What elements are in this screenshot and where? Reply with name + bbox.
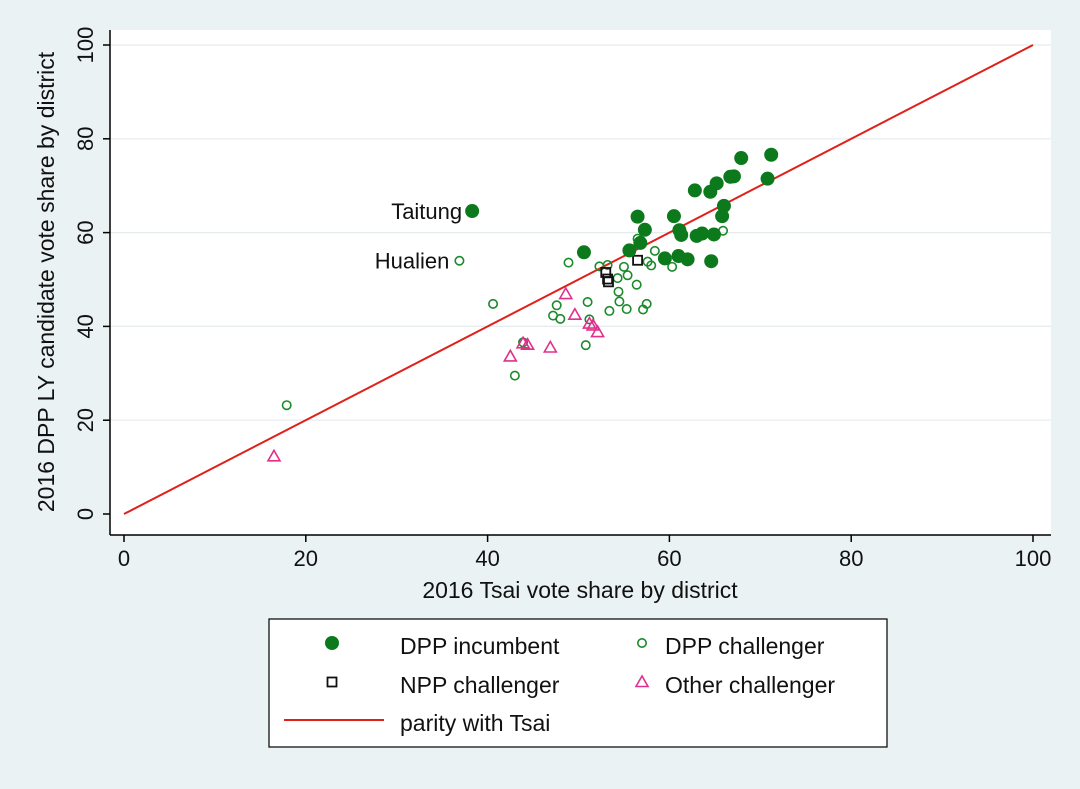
legend-label-dpp-incumbent: DPP incumbent	[400, 633, 560, 659]
annotation-hualien: Hualien	[375, 249, 450, 274]
data-point	[576, 245, 591, 260]
data-point	[542, 339, 558, 353]
data-point	[764, 147, 779, 162]
data-point	[706, 227, 721, 242]
data-point	[555, 313, 566, 324]
data-point	[520, 337, 535, 350]
series-dpp-challenger	[281, 225, 729, 411]
axes	[109, 30, 1051, 536]
data-point	[614, 296, 625, 307]
data-point	[551, 300, 562, 311]
x-axis-title: 2016 Tsai vote share by district	[422, 577, 738, 603]
data-point	[590, 324, 605, 338]
data-point	[657, 251, 672, 266]
data-point	[563, 257, 574, 268]
legend-marker-dpp-challenger	[636, 637, 647, 648]
reference-lines	[123, 44, 1034, 515]
data-point	[667, 261, 678, 272]
tick-label-x-0: 0	[118, 546, 130, 571]
data-point	[633, 235, 648, 250]
data-point	[580, 340, 591, 351]
data-point	[695, 226, 710, 241]
data-points	[266, 147, 779, 462]
data-point	[704, 254, 719, 269]
y-axis-title: 2016 DPP LY candidate vote share by dist…	[33, 51, 59, 512]
data-point	[622, 270, 633, 281]
parity-line	[123, 44, 1034, 515]
data-point	[631, 279, 642, 290]
tick-label-x-100: 100	[1015, 546, 1052, 571]
data-point	[613, 286, 624, 297]
tick-label-x-40: 40	[475, 546, 499, 571]
tick-label-x-60: 60	[657, 546, 681, 571]
data-point	[558, 286, 574, 300]
data-point	[602, 259, 613, 270]
data-point	[281, 400, 292, 411]
data-point	[621, 304, 632, 315]
legend-items: DPP incumbent DPP challenger NPP challenge…	[284, 633, 835, 736]
tick-label-y-40: 40	[73, 314, 98, 338]
data-point	[666, 209, 681, 224]
legend-marker-npp-challenger	[326, 676, 338, 688]
series-other-challenger	[266, 286, 605, 462]
legend-label-parity: parity with Tsai	[400, 710, 550, 736]
data-point	[567, 307, 583, 320]
data-point	[509, 370, 520, 381]
legend: DPP incumbent DPP challenger NPP challenge…	[268, 618, 888, 748]
data-point	[641, 298, 652, 309]
data-point	[603, 276, 614, 288]
tick-label-y-0: 0	[73, 508, 98, 520]
legend-label-other-challenger: Other challenger	[665, 672, 835, 698]
data-point	[488, 298, 499, 309]
annotation-taitung: Taitung	[391, 199, 462, 224]
plot-area	[110, 30, 1051, 535]
data-point	[726, 169, 741, 184]
annotations: Taitung Hualien	[375, 199, 462, 274]
data-point	[502, 348, 518, 362]
data-point	[649, 245, 660, 256]
data-point	[709, 176, 724, 191]
data-point	[715, 209, 730, 224]
tick-label-y-20: 20	[73, 408, 98, 432]
data-point	[632, 254, 643, 266]
series-npp-challenger	[600, 254, 643, 288]
data-point	[622, 243, 637, 258]
data-point	[582, 315, 597, 329]
legend-marker-dpp-incumbent	[325, 636, 339, 650]
data-point	[716, 198, 731, 213]
data-point	[674, 227, 689, 242]
data-point	[604, 305, 615, 316]
data-point	[680, 252, 695, 267]
data-point	[582, 297, 593, 308]
legend-marker-other-challenger	[634, 674, 650, 688]
legend-box	[268, 618, 888, 748]
data-point	[734, 151, 749, 166]
data-point	[465, 204, 480, 219]
ticks: 0 20 40 60 80 100 0 20 40 60 80 100	[73, 27, 1051, 571]
data-point	[585, 317, 601, 331]
legend-label-npp-challenger: NPP challenger	[400, 672, 560, 698]
legend-label-dpp-challenger: DPP challenger	[665, 633, 825, 659]
data-point	[760, 171, 775, 186]
data-point	[618, 261, 629, 272]
tick-label-y-80: 80	[73, 127, 98, 151]
data-point	[637, 222, 652, 237]
tick-label-y-60: 60	[73, 220, 98, 244]
data-point	[454, 255, 465, 266]
tick-label-x-80: 80	[839, 546, 863, 571]
data-point	[687, 183, 702, 198]
data-point	[646, 260, 657, 271]
data-point	[266, 448, 282, 462]
series-dpp-incumbent	[465, 147, 779, 269]
data-point	[630, 209, 645, 224]
tick-label-x-20: 20	[294, 546, 318, 571]
gridlines	[110, 44, 1051, 421]
tick-label-y-100: 100	[73, 27, 98, 64]
data-point	[602, 273, 613, 285]
